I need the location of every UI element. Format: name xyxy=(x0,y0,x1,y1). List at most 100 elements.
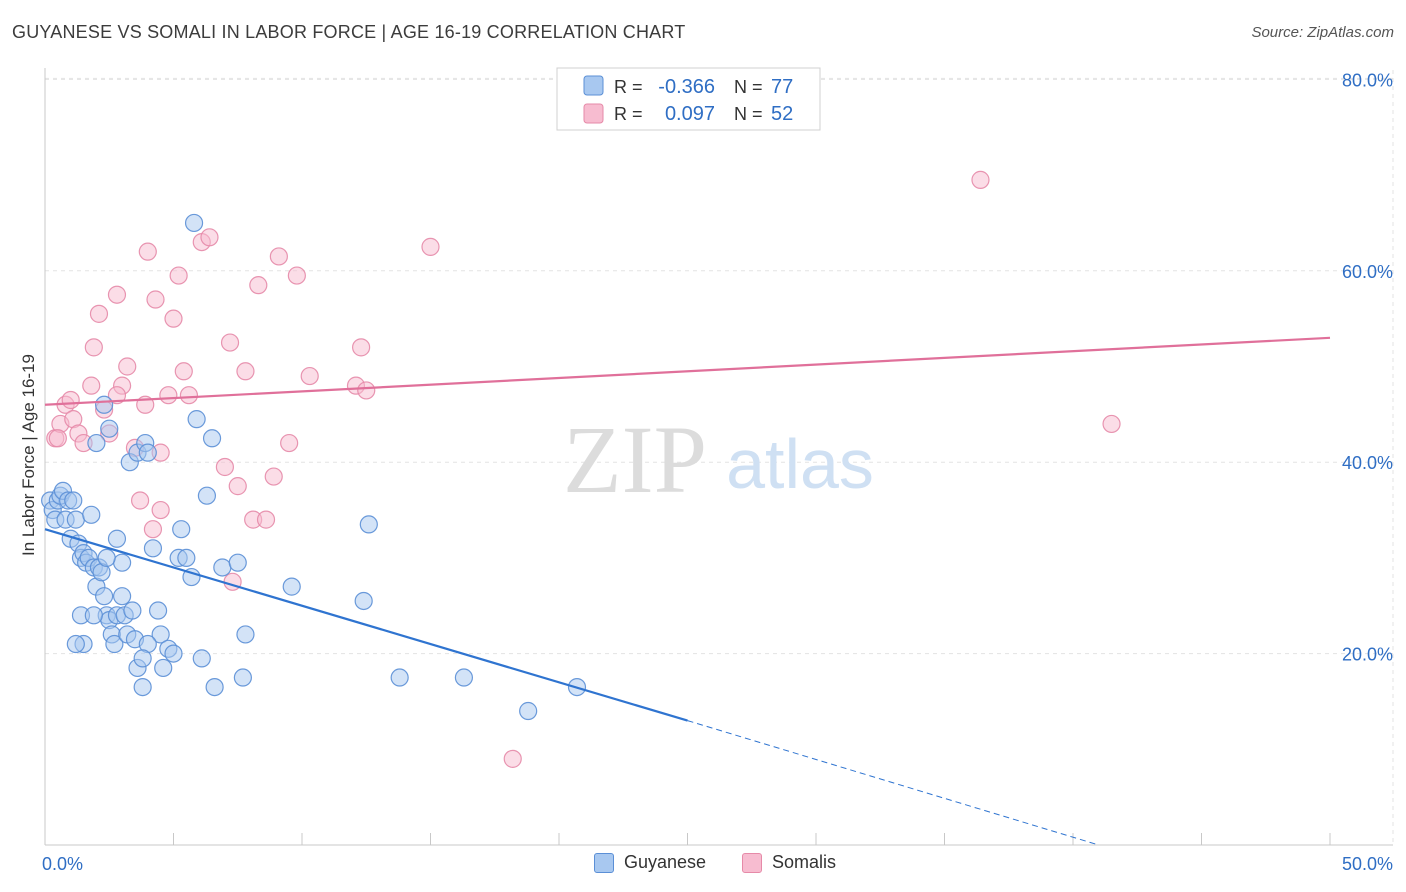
guyanese-point-59 xyxy=(197,486,217,505)
somali-point-19 xyxy=(143,520,163,539)
guyanese-point-46 xyxy=(143,539,163,558)
guyanese-point-74 xyxy=(133,649,152,668)
guyanese-point-54 xyxy=(177,548,196,568)
x-tick-label-min: 0.0% xyxy=(42,854,83,874)
guyanese-point-58 xyxy=(192,649,211,668)
somali-point-14 xyxy=(118,357,137,376)
guyanese-point-39 xyxy=(100,419,119,438)
y-tick-label-20: 20.0% xyxy=(1342,645,1393,665)
guyanese-point-65 xyxy=(236,625,255,644)
guyanese-trend-extension xyxy=(687,720,1099,846)
guyanese-point-25 xyxy=(105,634,124,654)
legend-n-value-somalis: 52 xyxy=(771,103,793,125)
somali-point-34 xyxy=(249,276,268,295)
somali-point-26 xyxy=(179,386,199,405)
somali-point-46 xyxy=(107,386,127,405)
somali-point-43 xyxy=(357,381,376,400)
somali-point-31 xyxy=(228,477,247,496)
somali-point-21 xyxy=(151,500,170,520)
guyanese-point-36 xyxy=(84,606,103,625)
somali-point-8 xyxy=(84,338,103,357)
guyanese-point-62 xyxy=(213,558,232,577)
guyanese-point-64 xyxy=(233,668,252,687)
guyanese-point-38 xyxy=(95,395,114,414)
somali-point-51 xyxy=(48,429,67,448)
somali-point-42 xyxy=(352,338,371,357)
somali-trend-line xyxy=(44,336,1331,406)
guyanese-point-67 xyxy=(354,591,373,611)
chart-title: GUYANESE VS SOMALI IN LABOR FORCE | AGE … xyxy=(12,22,686,42)
guyanese-point-30 xyxy=(123,601,142,620)
guyanese-point-76 xyxy=(97,548,116,568)
guyanese-point-27 xyxy=(112,587,132,606)
somali-point-32 xyxy=(236,362,255,381)
legend-swatch-somalis-bottom xyxy=(742,852,762,873)
legend-n-label-guyanese: N = xyxy=(734,77,763,97)
watermark-atlas: atlas xyxy=(726,425,874,503)
guyanese-point-61 xyxy=(205,677,224,697)
somali-point-35 xyxy=(256,510,276,529)
legend-n-label-somalis: N = xyxy=(734,104,763,124)
legend-r-value-guyanese: -0.366 xyxy=(658,76,715,98)
trend-lines xyxy=(44,336,1331,846)
guyanese-point-60 xyxy=(202,429,222,448)
legend-swatch-somalis xyxy=(583,103,604,124)
y-axis-label: In Labor Force | Age 16-19 xyxy=(19,354,38,556)
somali-point-24 xyxy=(169,266,188,285)
somali-point-30 xyxy=(220,333,240,352)
guyanese-point-68 xyxy=(359,515,378,534)
guyanese-point-33 xyxy=(133,677,152,697)
legend-item-guyanese[interactable]: Guyanese xyxy=(594,852,706,873)
guyanese-point-51 xyxy=(164,644,183,663)
somali-point-7 xyxy=(82,376,101,395)
legend-label-somalis: Somalis xyxy=(772,852,837,872)
somali-point-29 xyxy=(215,457,234,477)
guyanese-point-47 xyxy=(148,601,168,620)
legend-r-value-somalis: 0.097 xyxy=(665,103,715,125)
somali-point-40 xyxy=(300,366,319,386)
y-tick-labels: 20.0% 40.0% 60.0% 80.0% xyxy=(1342,70,1393,664)
guyanese-trend-line xyxy=(44,528,688,722)
axes xyxy=(44,68,1393,846)
somali-points xyxy=(46,170,1121,768)
somali-point-48 xyxy=(503,749,522,768)
guyanese-point-71 xyxy=(519,701,538,721)
guyanese-point-16 xyxy=(82,505,101,524)
guyanese-point-70 xyxy=(454,668,474,687)
guyanese-point-21 xyxy=(95,587,114,606)
somali-point-23 xyxy=(164,309,183,328)
somali-point-20 xyxy=(146,290,165,309)
somali-point-49 xyxy=(971,170,990,189)
guyanese-point-66 xyxy=(282,577,301,596)
legend-swatch-guyanese-bottom xyxy=(594,852,614,873)
somali-point-44 xyxy=(421,237,440,256)
legend-n-value-guyanese: 77 xyxy=(771,76,793,98)
somali-point-25 xyxy=(174,362,193,381)
y-tick-label-80: 80.0% xyxy=(1342,70,1393,90)
guyanese-point-9 xyxy=(64,491,83,510)
somali-point-22 xyxy=(159,386,178,405)
source-label: Source: ZipAtlas.com xyxy=(1251,24,1394,41)
guyanese-points xyxy=(41,213,587,721)
somali-point-18 xyxy=(138,242,157,261)
guyanese-point-56 xyxy=(184,213,204,233)
guyanese-point-49 xyxy=(154,658,173,678)
somali-point-12 xyxy=(107,285,127,304)
x-tick-label-max: 50.0% xyxy=(1342,854,1393,874)
guyanese-point-55 xyxy=(182,567,201,587)
somali-point-36 xyxy=(264,467,283,486)
legend-swatch-guyanese xyxy=(583,75,604,96)
somali-point-39 xyxy=(287,266,306,285)
legend-label-guyanese: Guyanese xyxy=(624,852,707,872)
guyanese-point-75 xyxy=(66,634,85,654)
somali-point-16 xyxy=(130,491,150,510)
guyanese-point-37 xyxy=(87,433,106,453)
legend-r-label-somalis: R = xyxy=(614,104,643,124)
guyanese-point-53 xyxy=(172,520,191,539)
legend-item-somalis[interactable]: Somalis xyxy=(742,852,836,873)
watermark-zip: ZIP xyxy=(563,406,707,513)
legend-r-label-guyanese: R = xyxy=(614,77,643,97)
grid-lines xyxy=(45,70,1394,845)
bottom-legend: Guyanese Somalis xyxy=(0,852,1406,878)
